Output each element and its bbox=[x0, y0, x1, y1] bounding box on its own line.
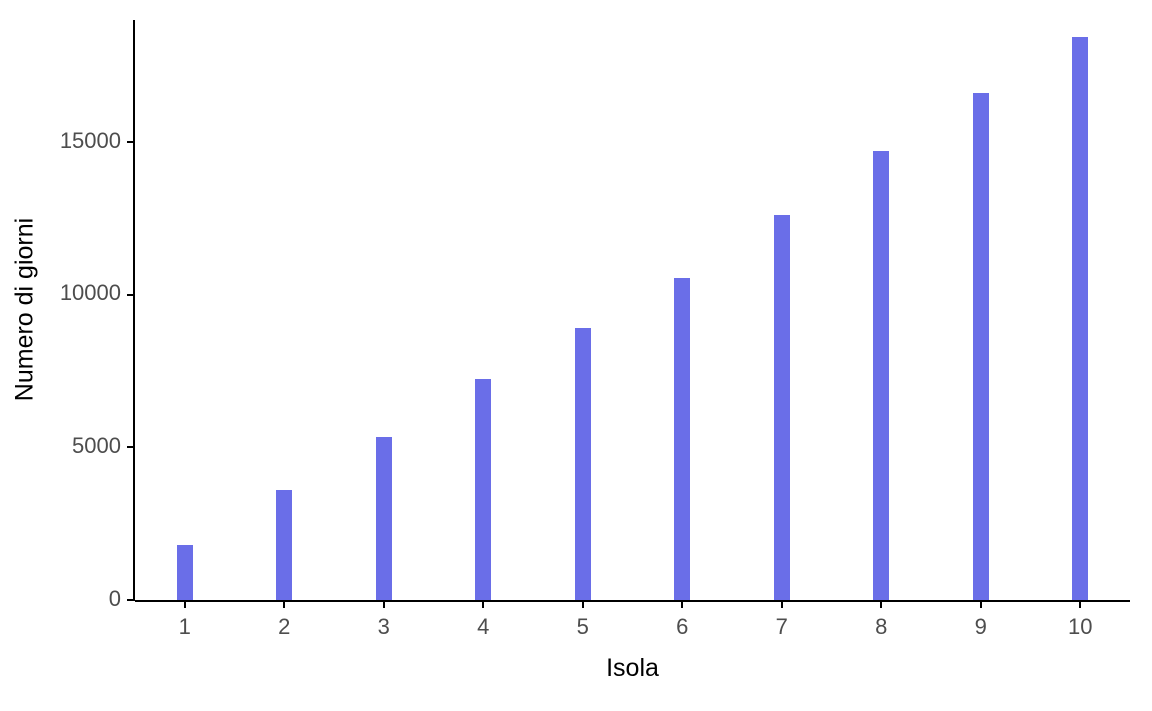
y-tick-label: 5000 bbox=[72, 433, 121, 459]
y-axis-title: Numero di giorni bbox=[11, 20, 40, 600]
bar bbox=[475, 379, 491, 600]
x-tick-label: 3 bbox=[354, 614, 414, 640]
bar bbox=[873, 151, 889, 600]
x-tick-label: 1 bbox=[155, 614, 215, 640]
x-tick-label: 6 bbox=[652, 614, 712, 640]
y-axis-line bbox=[133, 20, 135, 600]
bar bbox=[376, 437, 392, 600]
x-tick bbox=[1079, 600, 1081, 608]
bar-chart: Numero di giorni Isola 0 5000 10000 15000 1 2… bbox=[0, 0, 1152, 711]
bar bbox=[177, 545, 193, 600]
bar bbox=[1072, 37, 1088, 600]
y-tick-label: 0 bbox=[109, 586, 121, 612]
x-tick bbox=[880, 600, 882, 608]
y-tick bbox=[127, 599, 135, 601]
y-tick bbox=[127, 446, 135, 448]
x-tick-label: 8 bbox=[851, 614, 911, 640]
bar bbox=[674, 278, 690, 600]
x-tick-label: 2 bbox=[254, 614, 314, 640]
x-tick bbox=[283, 600, 285, 608]
bar bbox=[276, 490, 292, 600]
y-tick bbox=[127, 294, 135, 296]
x-tick bbox=[980, 600, 982, 608]
x-tick bbox=[482, 600, 484, 608]
y-tick-label: 10000 bbox=[60, 280, 121, 306]
x-tick bbox=[681, 600, 683, 608]
x-axis-title: Isola bbox=[135, 654, 1130, 683]
x-tick-label: 9 bbox=[951, 614, 1011, 640]
x-tick bbox=[184, 600, 186, 608]
x-tick bbox=[383, 600, 385, 608]
bar bbox=[575, 328, 591, 600]
y-tick-label: 15000 bbox=[60, 128, 121, 154]
bar bbox=[774, 215, 790, 600]
y-tick bbox=[127, 141, 135, 143]
x-tick-label: 10 bbox=[1050, 614, 1110, 640]
x-tick-label: 5 bbox=[553, 614, 613, 640]
x-tick-label: 4 bbox=[453, 614, 513, 640]
bar bbox=[973, 93, 989, 600]
x-tick-label: 7 bbox=[752, 614, 812, 640]
x-tick bbox=[781, 600, 783, 608]
x-tick bbox=[582, 600, 584, 608]
